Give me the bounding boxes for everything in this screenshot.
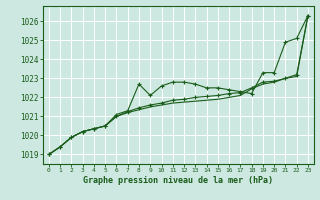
X-axis label: Graphe pression niveau de la mer (hPa): Graphe pression niveau de la mer (hPa) (84, 176, 273, 185)
